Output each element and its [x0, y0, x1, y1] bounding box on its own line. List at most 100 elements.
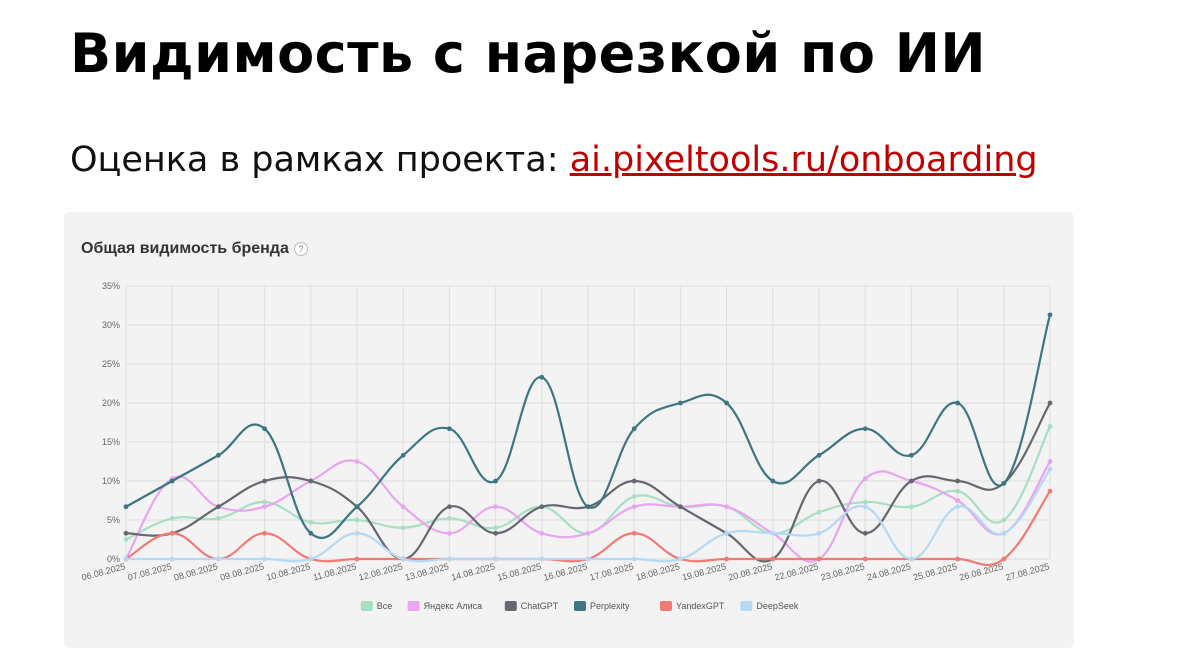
series-3-point: [447, 426, 452, 432]
series-1-point: [631, 504, 637, 510]
chart-title-text: Общая видимость бренда: [81, 240, 289, 257]
series-1-point: [539, 530, 545, 536]
series-4-point: [169, 530, 175, 536]
legend-label: Все: [377, 601, 393, 611]
series-5-point: [216, 556, 221, 562]
series-2-point: [955, 478, 960, 484]
series-4-point: [631, 530, 637, 536]
series-0-point: [862, 499, 868, 505]
legend-swatch: [574, 601, 586, 611]
x-tick-label: 12.08.2025: [358, 561, 404, 582]
series-5-point: [862, 504, 868, 510]
legend-label: Яндекс Алиса: [424, 601, 483, 611]
series-0-point: [308, 519, 314, 525]
y-tick-label: 0%: [107, 554, 120, 564]
x-tick-label: 14.08.2025: [450, 561, 496, 582]
series-3-point: [400, 452, 406, 458]
series-2-point: [816, 478, 822, 484]
onboarding-link[interactable]: ai.pixeltools.ru/onboarding: [569, 140, 1038, 180]
series-2-point: [862, 530, 868, 536]
slide-title: Видимость с нарезкой по ИИ: [70, 22, 987, 85]
subtitle-prefix: Оценка в рамках проекта:: [70, 140, 570, 180]
series-4-point: [816, 556, 822, 562]
series-4-point: [770, 556, 776, 562]
series-5-point: [447, 556, 452, 562]
series-0-point: [909, 504, 914, 510]
series-3-point: [724, 400, 729, 406]
x-tick-label: 07.08.2025: [127, 561, 173, 582]
series-0-point: [816, 509, 822, 515]
legend-label: DeepSeek: [756, 601, 799, 611]
series-0-point: [493, 525, 498, 531]
series-1-point: [585, 530, 591, 536]
x-tick-label: 25.08.2025: [912, 561, 958, 582]
series-3-point: [909, 452, 914, 458]
y-tick-label: 10%: [102, 476, 120, 486]
x-tick-label: 22.08.2025: [773, 561, 819, 582]
series-3-point: [1001, 480, 1007, 486]
series-5-point: [169, 556, 175, 562]
series-3-point: [770, 478, 776, 484]
series-2-point: [123, 530, 129, 536]
series-2-point: [308, 478, 314, 484]
series-1-point: [724, 504, 729, 510]
series-2-point: [678, 504, 683, 510]
series-0-point: [631, 494, 637, 499]
x-tick-label: 27.08.2025: [1004, 561, 1050, 582]
series-0-point: [1047, 424, 1053, 429]
series-5-point: [909, 556, 914, 562]
help-icon[interactable]: ?: [293, 242, 308, 256]
x-tick-label: 16.08.2025: [542, 561, 588, 582]
x-tick-label: 20.08.2025: [727, 561, 773, 582]
y-tick-label: 35%: [102, 281, 120, 291]
series-5-point: [262, 556, 267, 562]
legend-label: ChatGPT: [521, 601, 559, 611]
series-0-point: [216, 516, 221, 521]
series-5-point: [678, 556, 683, 562]
series-5-point: [308, 556, 314, 562]
x-tick-label: 17.08.2025: [589, 561, 635, 582]
series-3-point: [955, 400, 960, 406]
series-1-point: [354, 459, 360, 464]
series-1-point: [955, 498, 960, 503]
y-tick-label: 15%: [102, 437, 120, 447]
series-5-point: [539, 556, 545, 562]
series-3-point: [585, 504, 591, 510]
series-3-point: [169, 478, 175, 484]
series-1-point: [447, 530, 452, 536]
y-tick-label: 25%: [102, 359, 120, 369]
series-4-point: [862, 556, 868, 562]
series-2-point: [631, 478, 637, 484]
y-tick-label: 20%: [102, 398, 120, 408]
series-2-point: [262, 478, 267, 484]
series-5-point: [955, 504, 960, 510]
series-2-point: [493, 530, 498, 536]
series-5-point: [400, 556, 406, 562]
legend-swatch: [660, 601, 672, 611]
series-3-point: [816, 452, 822, 458]
series-0-point: [262, 499, 267, 505]
series-0-point: [123, 537, 129, 542]
series-5-point: [816, 530, 822, 536]
legend-label: Perplexity: [590, 601, 630, 611]
x-tick-label: 08.08.2025: [173, 561, 219, 582]
series-3-point: [1047, 312, 1053, 318]
series-4-point: [724, 556, 729, 562]
x-tick-label: 09.08.2025: [219, 561, 265, 582]
series-4-point: [955, 556, 960, 562]
series-3-point: [539, 374, 545, 380]
series-3-point: [678, 400, 683, 406]
subtitle: Оценка в рамках проекта: ai.pixeltools.r…: [70, 140, 1038, 180]
series-1-point: [262, 504, 267, 510]
x-tick-label: 19.08.2025: [681, 561, 727, 582]
series-2-point: [1047, 400, 1053, 406]
series-0-point: [1001, 517, 1007, 523]
series-3-point: [262, 426, 267, 432]
series-4-point: [262, 530, 267, 536]
y-tick-label: 30%: [102, 320, 120, 330]
series-3-point: [354, 504, 360, 510]
series-4-point: [354, 556, 360, 562]
series-5-point: [724, 530, 729, 536]
series-5-point: [123, 556, 129, 562]
series-2-point: [909, 478, 914, 484]
